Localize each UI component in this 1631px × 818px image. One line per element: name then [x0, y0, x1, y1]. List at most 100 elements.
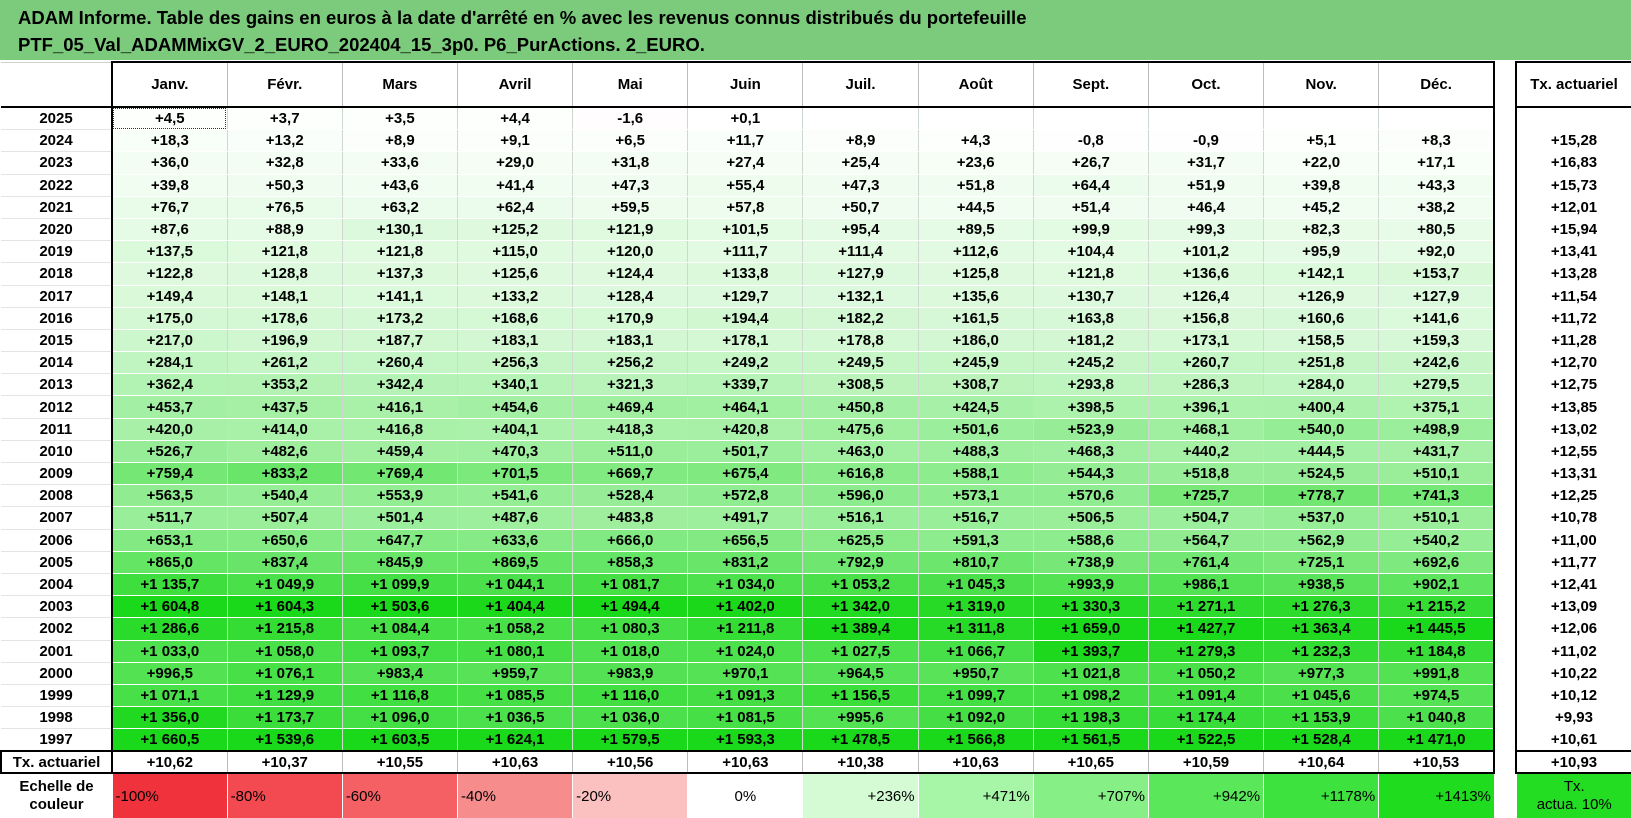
gain-cell: +353,2 — [226, 373, 343, 397]
gain-cell: +178,8 — [802, 329, 919, 353]
gain-cell: +974,5 — [1378, 684, 1495, 708]
year-row: 2017 +149,4 +148,1 +141,1 +133,2 +128,4 +129,7… — [1, 285, 1495, 308]
side-year-row: +15,73 — [1515, 174, 1631, 197]
gain-cell: +149,4 — [110, 285, 228, 308]
year-row: 2003 +1 604,8 +1 604,3 +1 503,6 +1 404,4 +1 4… — [1, 595, 1495, 619]
gain-cell: +121,9 — [572, 218, 688, 242]
gain-cell: +1 539,6 — [226, 728, 343, 752]
gain-cell: +339,7 — [687, 373, 803, 397]
gain-cell: +1 156,5 — [802, 684, 919, 708]
year-label: 2006 — [1, 529, 112, 552]
year-row: 2011 +420,0 +414,0 +416,8 +404,1 +418,3 +420,8… — [1, 418, 1495, 441]
gain-cell: +420,8 — [687, 418, 803, 441]
gain-cell: +111,4 — [802, 240, 919, 264]
gain-cell: +284,1 — [110, 351, 228, 375]
gain-cell: +1 091,4 — [1147, 684, 1264, 708]
gain-cell: +293,8 — [1032, 373, 1149, 397]
tx-actuariel-cell: +11,77 — [1515, 551, 1631, 574]
side-scale-row: Tx. actua. 10% — [1515, 773, 1631, 818]
gain-cell: +63,2 — [341, 196, 458, 219]
year-label: 2011 — [1, 418, 112, 441]
gain-cell: +129,7 — [687, 285, 803, 308]
tx-actuariel-cell: +13,02 — [1515, 418, 1631, 441]
gain-cell: +182,2 — [802, 307, 919, 330]
gain-cell: +616,8 — [802, 462, 919, 486]
year-label: 2007 — [1, 506, 112, 530]
color-scale-step: +1413% — [1378, 773, 1494, 818]
gain-cell: +650,6 — [226, 529, 343, 552]
gain-cell: +9,1 — [456, 129, 573, 153]
gain-cell: +249,5 — [802, 351, 919, 375]
gain-cell: +701,5 — [456, 462, 573, 486]
gain-cell: +41,4 — [456, 174, 573, 197]
color-scale-step: -40% — [456, 773, 573, 818]
gain-cell: +1 040,8 — [1378, 706, 1495, 730]
side-year-row: +13,02 — [1515, 418, 1631, 441]
title-banner: ADAM Informe. Table des gains en euros à… — [0, 0, 1631, 60]
color-scale-step: +471% — [917, 773, 1034, 818]
color-scale-step: -80% — [226, 773, 343, 818]
gain-cell: +1 198,3 — [1032, 706, 1149, 730]
gain-cell: -0,9 — [1147, 129, 1264, 153]
side-tx-total: +10,93 — [1515, 750, 1631, 775]
year-row: 2012 +453,7 +437,5 +416,1 +454,6 +469,4 +464,1… — [1, 395, 1495, 419]
year-row: 2023 +36,0 +32,8 +33,6 +29,0 +31,8 +27,4 +25,4 +… — [1, 151, 1495, 175]
gain-cell: +175,0 — [110, 307, 228, 330]
gain-cell: +88,9 — [226, 218, 343, 242]
gain-cell: +1 286,6 — [110, 617, 228, 641]
gain-cell: +1 279,3 — [1147, 640, 1264, 663]
color-scale-row: Echelle de couleur -100% -80% -60% -40% -20%… — [0, 773, 1494, 818]
gain-cell: +181,2 — [1032, 329, 1149, 353]
gain-cell: +1 389,4 — [802, 617, 919, 641]
side-year-row: +12,75 — [1515, 373, 1631, 397]
gain-cell: +692,6 — [1378, 551, 1495, 574]
gain-cell: +38,2 — [1378, 196, 1495, 219]
year-label: 2009 — [1, 462, 112, 486]
month-header: Oct. — [1147, 61, 1264, 108]
gain-cell: +43,6 — [341, 174, 458, 197]
gain-cell: +1 404,4 — [456, 595, 573, 619]
gain-cell: +51,9 — [1147, 174, 1264, 197]
side-year-row: +10,61 — [1515, 728, 1631, 752]
gain-cell — [1263, 107, 1379, 131]
year-label: 2012 — [1, 395, 112, 419]
side-year-row: +12,01 — [1515, 196, 1631, 219]
color-scale-step: -100% — [111, 773, 228, 818]
gain-cell: +148,1 — [226, 285, 343, 308]
gain-cell: +50,7 — [802, 196, 919, 219]
gain-cell: +510,1 — [1378, 462, 1495, 486]
gain-cell — [917, 107, 1034, 131]
gain-cell: +133,8 — [687, 262, 803, 286]
year-label: 1997 — [1, 728, 112, 752]
gain-cell: +125,2 — [456, 218, 573, 242]
gain-cell: +89,5 — [917, 218, 1034, 242]
gain-cell — [1378, 107, 1495, 131]
gain-cell: +1 053,2 — [802, 573, 919, 597]
gain-cell: +1 393,7 — [1032, 640, 1149, 663]
gain-cell: +173,2 — [341, 307, 458, 330]
side-year-row: +12,41 — [1515, 573, 1631, 597]
gain-cell: +32,8 — [226, 151, 343, 175]
gain-cell: +444,5 — [1263, 440, 1379, 464]
gain-cell: +183,1 — [572, 329, 688, 353]
gain-cell: +4,4 — [456, 107, 573, 131]
gain-cell: +1 356,0 — [110, 706, 228, 730]
gain-cell: +342,4 — [341, 373, 458, 397]
gain-cell: +516,7 — [917, 506, 1034, 530]
gain-cell: +141,1 — [341, 285, 458, 308]
gain-cell: +99,3 — [1147, 218, 1264, 242]
gain-cell: +675,4 — [687, 462, 803, 486]
gain-cell: +121,8 — [1032, 262, 1149, 286]
tx-actuariel-month: +10,55 — [341, 750, 458, 775]
tx-actuariel-cell: +12,06 — [1515, 617, 1631, 641]
gain-cell: +1 098,2 — [1032, 684, 1149, 708]
year-label: 2016 — [1, 307, 112, 330]
month-header: Sept. — [1032, 61, 1149, 108]
gain-cell: +121,8 — [226, 240, 343, 264]
side-year-row: +15,94 — [1515, 218, 1631, 242]
gain-cell: +375,1 — [1378, 395, 1495, 419]
gain-cell: +1 135,7 — [110, 573, 228, 597]
gain-cell: +156,8 — [1147, 307, 1264, 330]
gain-cell: +1 044,1 — [456, 573, 573, 597]
gain-cell: +440,2 — [1147, 440, 1264, 464]
